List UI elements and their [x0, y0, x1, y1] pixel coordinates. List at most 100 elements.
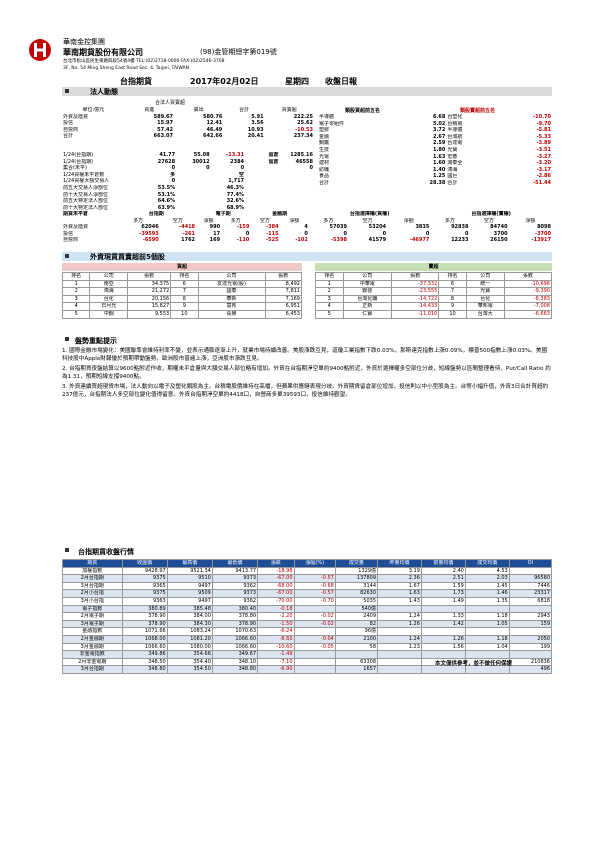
position-cell: 84740	[490, 224, 508, 231]
quote-cell: 348.80	[121, 665, 168, 674]
position-cell: 4	[304, 224, 308, 231]
sector-cell: 1.25	[433, 173, 446, 180]
quote-cell: 9363	[121, 596, 168, 606]
quote-cell: 1.05	[464, 619, 510, 629]
top5-sell-title: 賣超	[315, 263, 552, 271]
quote-cell	[464, 604, 510, 614]
position-sub-cell: 空方	[484, 217, 495, 224]
quote-cell: -0.04	[293, 634, 336, 644]
top5-header-row: 排名 公司 張數 排名 公司 張數	[315, 272, 553, 281]
position-row: 投信 -39593 -261 17 0 -115 0 0 0 0 0 3700 -3700	[62, 231, 552, 238]
position-cell: 外資及陸資	[63, 224, 89, 231]
sector-cell: 台達電	[447, 140, 463, 147]
quote-cell: 378.80	[211, 612, 259, 621]
quote-cell: 1081.20	[166, 634, 213, 644]
top5-cell: -9,390	[503, 287, 553, 296]
quote-header-cell: 漲幅(%)	[293, 559, 336, 568]
futures-block-cell: 1285.16	[290, 152, 313, 158]
futures-block-cell: 前十大交易人淨部位	[63, 191, 109, 198]
quote-cell: 1.26	[377, 619, 422, 629]
top5-cell: 8,492	[264, 279, 303, 289]
quote-cell: 3月金融期	[62, 642, 123, 652]
position-cell: -102	[295, 237, 308, 244]
quote-cell: 2100	[334, 634, 379, 644]
sector-cell: 1.60	[433, 160, 446, 167]
top5-cell: 5	[61, 309, 91, 319]
sector-row: 金融 2.67 台灣航 -5.33	[318, 134, 552, 141]
quote-cell: 354.50	[166, 665, 213, 674]
futures-block-cell: 集合(未平)	[63, 165, 87, 172]
top5-cell: 長榮	[197, 309, 266, 319]
top5-header-cell: 排名	[438, 272, 467, 281]
position-group-cell: 期貨未平倉	[63, 211, 89, 217]
position-cell: 0	[464, 230, 469, 237]
quote-cell: 2月非金電期	[62, 657, 123, 667]
futures-block-cell	[176, 172, 210, 179]
inst-row: 外資及陸資 589.67 580.76 5.91 222.25	[62, 114, 314, 121]
quote-cell: 2943	[508, 612, 553, 621]
quote-cell: 9497	[166, 581, 213, 591]
top5-buy-table: 排名 公司 張數 排名 公司 張數 1 南亞 34,375 6 友達光電(股) 8,492 2 鴻海 21,…	[61, 272, 303, 319]
sector-cell: 宏碁	[447, 153, 458, 160]
top5-header-cell: 排名	[61, 272, 91, 281]
quote-cell: 1071.66	[121, 627, 168, 636]
quote-header-row: 期貨 收盤價 最高價 最低價 漲跌 漲幅(%) 成交量 昨量均價 前量均價 成交均價 OI	[62, 559, 553, 568]
inst-cell: 589.67	[153, 113, 173, 120]
quote-title: 台指期貨收盤行情	[78, 548, 134, 556]
quote-cell: -70.00	[257, 596, 295, 606]
top5-cell: 1	[61, 279, 91, 289]
quote-row: 3月台指期 348.80 354.50 348.80 -6.90 1657 496	[62, 665, 553, 674]
quote-cell: 2月電子期	[62, 612, 123, 621]
position-sub-row: 多方 空方 淨額 多方 空方 淨額 多方 空方 淨額 多方 空方 淨額	[62, 218, 552, 225]
quote-cell: 9375	[121, 574, 168, 583]
top5-cell: 7	[170, 287, 199, 296]
inst-cell: 57.42	[157, 126, 173, 133]
inst-header-cell: 買進	[144, 107, 155, 113]
futures-block-cell	[245, 192, 279, 199]
quote-header-cell: 最高價	[166, 559, 213, 568]
sector-cell: -2.86	[536, 173, 551, 180]
quote-cell	[334, 650, 379, 659]
quote-cell: 1.33	[420, 612, 466, 621]
position-cell: 1762	[181, 237, 196, 244]
position-group-cell: 台指期	[148, 211, 164, 217]
quote-cell: 58	[334, 642, 379, 652]
license-number: (98)金管期總字第019號	[200, 48, 277, 56]
inst-cell: 237.34	[293, 133, 313, 140]
position-group-cell: 電子期	[215, 211, 231, 217]
sector-cell: 光寶	[447, 146, 458, 153]
sector-row: 鋼鐵 2.59 台達電 -3.89	[318, 140, 552, 147]
sector-cell: 生技	[319, 146, 330, 153]
futures-block-cell	[176, 198, 210, 205]
quote-cell	[508, 627, 553, 636]
quote-row: 2月小台指 9375 9509 9373 -67.00 -0.57 82630 1.63 1.7…	[62, 589, 553, 598]
position-group-cell: 台指選擇權(買權)	[349, 211, 390, 217]
quote-cell: 2月金融期	[62, 634, 123, 644]
quote-cell: 1083.24	[166, 627, 213, 636]
futures-block-cell	[176, 178, 210, 185]
quote-header-cell: OI	[508, 559, 553, 568]
quote-cell	[293, 657, 336, 667]
top5-cell: 華新	[197, 294, 266, 304]
quote-cell	[420, 650, 466, 659]
top5-cell: 8	[438, 294, 467, 304]
sector-cell: -3.20	[536, 160, 551, 167]
top5-buy-title: 買超	[62, 263, 302, 271]
top5-bullet-icon	[65, 254, 69, 258]
quote-cell: 9413.77	[211, 566, 259, 576]
futures-block-cell	[280, 172, 315, 179]
futures-block-cell: 68.9%	[226, 204, 245, 211]
top5-row: 2 聯發 -23,555 7 光寶 -9,390	[315, 287, 553, 296]
sector-cell: 潤泰全	[447, 160, 463, 167]
quote-cell: 非金電指數	[62, 650, 123, 659]
top5-cell: 聯發	[342, 287, 393, 296]
quote-cell: 348.50	[121, 657, 168, 667]
inst-cell: 25.62	[297, 120, 313, 127]
quote-cell: -0.02	[293, 612, 336, 621]
sector-row: 食品 1.25 國巨 -2.86	[318, 173, 552, 180]
quote-cell: 9362	[211, 581, 259, 591]
top5-cell: -23,555	[391, 287, 440, 296]
quote-cell: -0.18	[257, 604, 295, 614]
quote-cell: 385.48	[166, 604, 213, 614]
quote-cell: 7446	[508, 581, 553, 591]
